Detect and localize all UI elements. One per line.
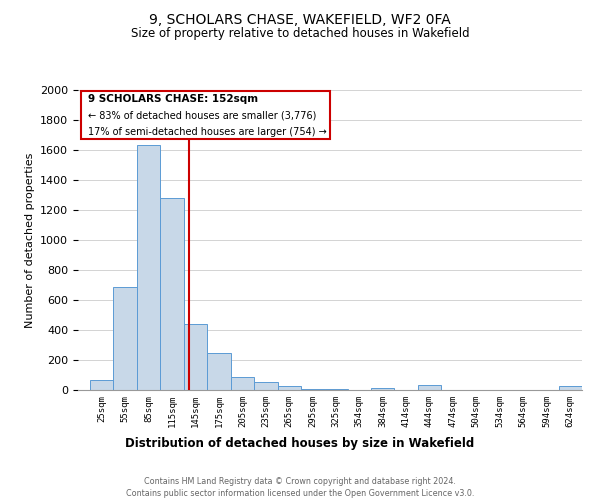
Text: Size of property relative to detached houses in Wakefield: Size of property relative to detached ho…: [131, 28, 469, 40]
Text: 9, SCHOLARS CHASE, WAKEFIELD, WF2 0FA: 9, SCHOLARS CHASE, WAKEFIELD, WF2 0FA: [149, 12, 451, 26]
Bar: [325, 389, 348, 390]
Bar: [278, 386, 301, 390]
Text: 9 SCHOLARS CHASE: 152sqm: 9 SCHOLARS CHASE: 152sqm: [88, 94, 258, 104]
Bar: [230, 376, 254, 390]
Text: Contains public sector information licensed under the Open Government Licence v3: Contains public sector information licen…: [126, 489, 474, 498]
Bar: [254, 382, 278, 390]
Bar: [137, 145, 160, 390]
Bar: [90, 380, 113, 390]
Bar: [113, 286, 137, 390]
Text: 17% of semi-detached houses are larger (754) →: 17% of semi-detached houses are larger (…: [88, 127, 327, 137]
Text: Contains HM Land Registry data © Crown copyright and database right 2024.: Contains HM Land Registry data © Crown c…: [144, 478, 456, 486]
Bar: [418, 385, 441, 390]
Text: Distribution of detached houses by size in Wakefield: Distribution of detached houses by size …: [125, 438, 475, 450]
Y-axis label: Number of detached properties: Number of detached properties: [25, 152, 35, 328]
Bar: [184, 324, 207, 390]
Bar: [207, 352, 230, 390]
Text: ← 83% of detached houses are smaller (3,776): ← 83% of detached houses are smaller (3,…: [88, 110, 316, 120]
Bar: [301, 389, 325, 390]
Bar: [160, 198, 184, 390]
FancyBboxPatch shape: [80, 91, 330, 139]
Bar: [371, 388, 394, 390]
Bar: [559, 386, 582, 390]
